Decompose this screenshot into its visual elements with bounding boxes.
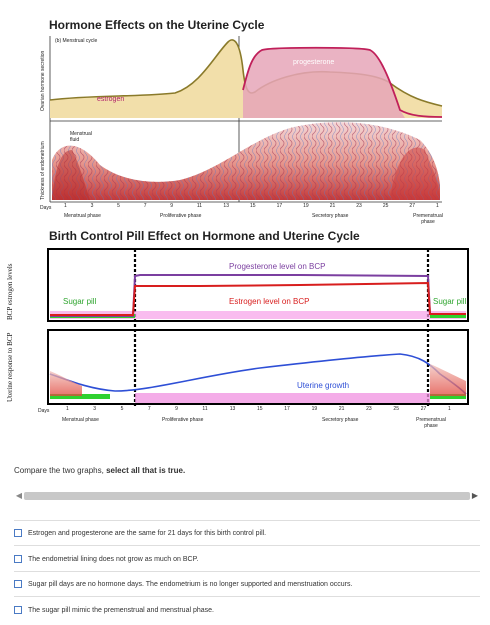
- bottom-day-tick: 19: [311, 406, 318, 412]
- top-phase-menstrual: Menstrual phase: [64, 213, 101, 219]
- bottom-phase-menstrual: Menstrual phase: [62, 417, 99, 423]
- bottom-day-tick: 25: [393, 406, 399, 412]
- bcp-diagram: [47, 248, 469, 406]
- top-day-tick: 13: [223, 203, 229, 209]
- response-baseline-band: [135, 393, 430, 403]
- horizontal-scrollbar[interactable]: ◀ ▶: [14, 490, 480, 502]
- checkbox-4[interactable]: [14, 606, 22, 614]
- progesterone-bcp-line: [50, 274, 466, 317]
- bottom-phase-proliferative: Proliferative phase: [162, 417, 204, 423]
- divider: [14, 571, 480, 572]
- bcp-level-panel: [47, 248, 469, 322]
- checkbox-3[interactable]: [14, 580, 22, 588]
- bottom-day-tick: 5: [120, 406, 124, 412]
- top-day-tick: 25: [382, 203, 389, 209]
- bottom-day-tick: 11: [202, 406, 208, 412]
- bottom-day-tick: 27: [420, 406, 427, 412]
- progesterone-label: progesterone: [293, 59, 335, 66]
- scroll-thumb[interactable]: [24, 492, 470, 500]
- bottom-day-tick: 23: [366, 406, 372, 412]
- top-phase-premenstrual: Premenstrual phase: [413, 213, 443, 225]
- option-1[interactable]: Estrogen and progesterone are the same f…: [14, 529, 266, 537]
- top-day-tick: 5: [117, 203, 120, 209]
- divider: [14, 520, 480, 521]
- sugar-band-right: [430, 314, 466, 318]
- panel-label: (b) Menstrual cycle: [55, 38, 98, 44]
- question-text: Compare the two graphs, select all that …: [14, 466, 186, 475]
- scroll-right-icon[interactable]: ▶: [471, 491, 479, 500]
- response-green-right: [430, 394, 466, 399]
- bottom-day-tick: 9: [175, 406, 178, 412]
- scroll-left-icon[interactable]: ◀: [15, 491, 23, 500]
- option-4[interactable]: The sugar pill mimic the premenstrual an…: [14, 606, 214, 614]
- top-day-tick: 21: [329, 203, 336, 209]
- bottom-day-tick: 21: [338, 406, 345, 412]
- checkbox-1[interactable]: [14, 529, 22, 537]
- shedding-left: [50, 371, 82, 396]
- progesterone-area: [243, 47, 405, 118]
- divider: [14, 596, 480, 597]
- top-day-tick: 15: [250, 203, 256, 209]
- bottom-day-tick: 1: [66, 406, 69, 412]
- option-2[interactable]: The endometrial lining does not grow as …: [14, 555, 198, 563]
- menstrual-fluid-label: Menstrual fluid: [70, 131, 92, 143]
- uterine-growth-label: Uterine growth: [297, 381, 350, 390]
- sugar-pill-label-right: Sugar pill: [433, 297, 467, 306]
- top-day-tick: 1: [436, 203, 439, 209]
- uterine-growth-line: [49, 353, 467, 395]
- top-day-tick: 19: [303, 203, 309, 209]
- level-baseline-band: [50, 311, 466, 319]
- estrogen-bcp-line: [50, 281, 466, 316]
- bottom-chart-title: Birth Control Pill Effect on Hormone and…: [49, 229, 360, 243]
- top-day-tick: 9: [170, 203, 174, 209]
- top-days-label: Days: [40, 205, 52, 211]
- progesterone-line: [242, 46, 443, 118]
- bottom-days-label: Days: [38, 408, 50, 414]
- top-day-tick: 7: [143, 203, 147, 209]
- checkbox-2[interactable]: [14, 555, 22, 563]
- bottom-phase-secretory: Secretory phase: [322, 417, 359, 423]
- bottom-day-tick: 3: [93, 406, 97, 412]
- top-day-tick: 27: [409, 203, 415, 209]
- bottom-day-tick: 15: [257, 406, 263, 412]
- bottom-day-tick: 7: [147, 406, 151, 412]
- bottom-day-tick: 17: [284, 406, 290, 412]
- top-chart-title: Hormone Effects on the Uterine Cycle: [49, 18, 265, 32]
- top-day-tick: 11: [196, 203, 203, 209]
- progesterone-bcp-label: Progesterone level on BCP: [229, 262, 326, 271]
- top-day-tick: 23: [356, 203, 362, 209]
- shedding-right: [430, 364, 466, 396]
- top-phase-proliferative: Proliferative phase: [160, 213, 202, 219]
- bcp-levels-axis-label: BCP estrogen levels: [6, 263, 14, 320]
- divider: [14, 545, 480, 546]
- sugar-pill-label-left: Sugar pill: [63, 297, 97, 306]
- option-3[interactable]: Sugar pill days are no hormone days. The…: [14, 580, 352, 588]
- top-day-tick: 1: [64, 203, 67, 209]
- bcp-response-panel: [47, 329, 469, 405]
- response-green-left: [50, 394, 110, 399]
- estrogen-label: estrogen: [97, 96, 125, 103]
- estrogen-bcp-label: Estrogen level on BCP: [229, 297, 310, 306]
- uterine-response-axis-label: Uterine response to BCP: [6, 332, 14, 402]
- bottom-day-tick: 1: [448, 406, 451, 412]
- top-day-tick: 17: [276, 203, 283, 209]
- top-phase-secretory: Secretory phase: [312, 213, 349, 219]
- bottom-phase-premenstrual: Premenstrual phase: [416, 417, 446, 429]
- bottom-day-tick: 13: [229, 406, 236, 412]
- top-day-tick: 3: [90, 203, 94, 209]
